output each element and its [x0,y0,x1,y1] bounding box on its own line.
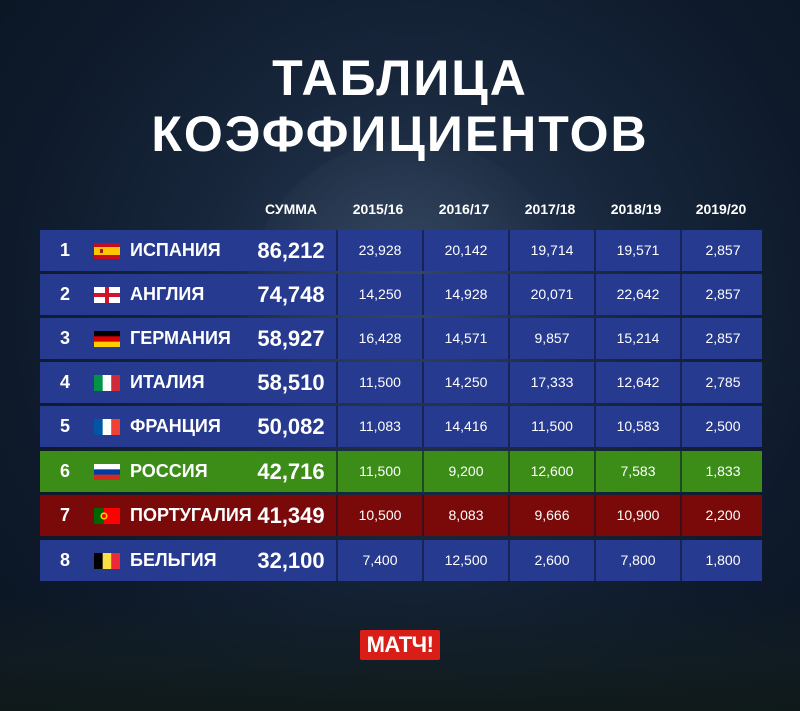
season-cell: 7,800 [594,540,680,581]
rank-cell: 2 [59,284,70,304]
rank-cell: 8 [59,550,70,570]
sum-cell: 58,927 [257,326,325,351]
country-name: РОССИЯ [130,461,208,481]
germany-flag-icon [94,331,120,347]
season-cell: 14,416 [422,406,508,447]
season-cell: 11,500 [508,406,594,447]
season-cell: 2,200 [680,495,764,536]
country-name: ПОРТУГАЛИЯ [130,505,252,525]
season-cell: 2,785 [680,362,764,403]
season-cell: 14,250 [422,362,508,403]
header-sum: СУММА [264,201,318,217]
match-tv-logo: МАТЧ! [360,630,440,660]
season-cell: 7,583 [594,451,680,492]
sum-cell: 86,212 [257,238,325,263]
season-cell: 1,800 [680,540,764,581]
season-cell: 16,428 [336,318,422,359]
table-row: 6 РОССИЯ 42,716 11,500 9,200 12,600 7,58… [40,451,762,492]
portugal-flag-icon [94,508,120,524]
header-season-3: 2017/18 [524,201,576,217]
rank-cell: 1 [59,240,70,260]
sum-cell: 41,349 [257,503,325,528]
country-name: ИСПАНИЯ [130,240,221,260]
sum-cell: 74,748 [257,282,325,307]
season-cell: 23,928 [336,230,422,271]
rank-cell: 4 [59,372,70,392]
season-cell: 2,600 [508,540,594,581]
season-cell: 15,214 [594,318,680,359]
season-cell: 11,083 [336,406,422,447]
country-name: ГЕРМАНИЯ [130,328,231,348]
season-cell: 19,714 [508,230,594,271]
season-cell: 8,083 [422,495,508,536]
season-cell: 10,500 [336,495,422,536]
season-cell: 12,500 [422,540,508,581]
table-row: 4 ИТАЛИЯ 58,510 11,500 14,250 17,333 12,… [40,362,762,403]
russia-flag-icon [94,464,120,480]
season-cell: 20,071 [508,274,594,315]
header-season-2: 2016/17 [438,201,490,217]
season-cell: 12,642 [594,362,680,403]
france-flag-icon [94,419,120,435]
table-row: 7 ПОРТУГАЛИЯ 41,349 10,500 8,083 9,666 1… [40,495,762,536]
sum-cell: 32,100 [257,548,325,573]
season-cell: 2,857 [680,230,764,271]
country-name: ИТАЛИЯ [130,372,205,392]
season-cell: 17,333 [508,362,594,403]
season-cell: 2,857 [680,274,764,315]
country-name: ФРАНЦИЯ [130,416,221,436]
table-row: 8 БЕЛЬГИЯ 32,100 7,400 12,500 2,600 7,80… [40,540,762,581]
season-cell: 10,900 [594,495,680,536]
table-row: 1 ИСПАНИЯ 86,212 23,928 20,142 19,714 19… [40,230,762,271]
season-cell: 7,400 [336,540,422,581]
season-cell: 14,928 [422,274,508,315]
rank-cell: 7 [59,505,70,525]
country-name: БЕЛЬГИЯ [130,550,217,570]
season-cell: 20,142 [422,230,508,271]
header-season-5: 2019/20 [695,201,747,217]
season-cell: 11,500 [336,362,422,403]
title-line-1: ТАБЛИЦА [272,50,528,106]
rank-cell: 6 [59,461,70,481]
country-name: АНГЛИЯ [130,284,205,304]
table-row: 2 АНГЛИЯ 74,748 14,250 14,928 20,071 22,… [40,274,762,315]
sum-cell: 42,716 [257,459,325,484]
season-cell: 14,250 [336,274,422,315]
season-cell: 9,857 [508,318,594,359]
header-season-1: 2015/16 [352,201,404,217]
england-flag-icon [94,287,120,303]
title-line-2: КОЭФФИЦИЕНТОВ [151,106,649,162]
sum-cell: 50,082 [257,414,325,439]
spain-flag-icon [94,243,120,259]
rank-cell: 3 [59,328,70,348]
season-cell: 14,571 [422,318,508,359]
season-cell: 9,666 [508,495,594,536]
season-cell: 1,833 [680,451,764,492]
season-cell: 9,200 [422,451,508,492]
italy-flag-icon [94,375,120,391]
header-season-4: 2018/19 [610,201,662,217]
belgium-flag-icon [94,553,120,569]
season-cell: 12,600 [508,451,594,492]
season-cell: 11,500 [336,451,422,492]
sum-cell: 58,510 [257,370,325,395]
table-row: 3 ГЕРМАНИЯ 58,927 16,428 14,571 9,857 15… [40,318,762,359]
table-row: 5 ФРАНЦИЯ 50,082 11,083 14,416 11,500 10… [40,406,762,447]
season-cell: 10,583 [594,406,680,447]
season-cell: 22,642 [594,274,680,315]
rank-cell: 5 [59,416,70,436]
season-cell: 19,571 [594,230,680,271]
season-cell: 2,500 [680,406,764,447]
season-cell: 2,857 [680,318,764,359]
